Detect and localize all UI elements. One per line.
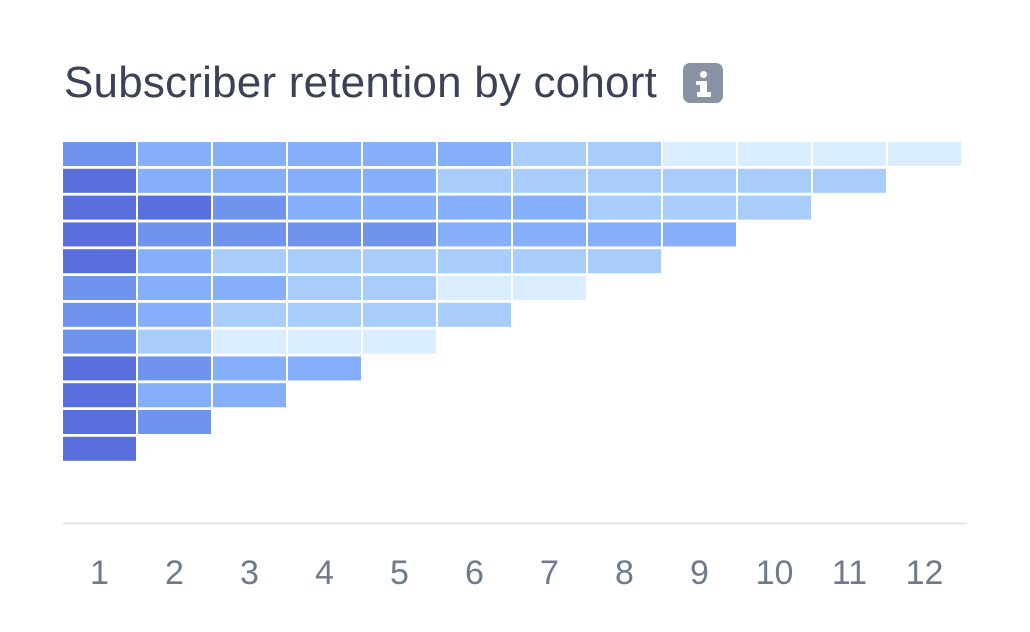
heatmap-cell-r2-c10 [738,168,811,193]
x-tick-label: 9 [690,554,709,592]
heatmap-cell-r2-c7 [513,168,586,193]
heatmap-cell-r3-c6 [438,195,511,220]
heatmap-cell-r3-c9 [663,195,736,220]
x-tick-label: 7 [540,554,559,592]
heatmap-cell-r12-c1 [63,436,136,461]
heatmap-cell-r4-c7 [513,222,586,247]
heatmap-cell-r2-c8 [588,168,661,193]
heatmap-cell-r3-c3 [213,195,286,220]
heatmap-cell-r1-c9 [663,142,736,166]
heatmap-cell-r5-c7 [513,249,586,274]
heatmap-cell-r6-c5 [363,276,436,300]
heatmap-cell-r4-c8 [588,222,661,247]
heatmap-cell-r2-c9 [663,168,736,193]
heatmap-cell-r11-c1 [63,410,136,434]
heatmap-cell-r5-c8 [588,249,661,274]
x-tick-label: 2 [165,554,184,592]
heatmap-cell-r1-c10 [738,142,811,166]
heatmap-cell-r3-c4 [288,195,361,220]
heatmap-cell-r1-c5 [363,142,436,166]
heatmap-cell-r4-c4 [288,222,361,247]
heatmap-cell-r5-c5 [363,249,436,274]
heatmap-cell-r1-c1 [63,142,136,166]
heatmap-cell-r8-c5 [363,329,436,354]
heatmap-cell-r8-c2 [138,329,211,354]
info-icon-stem [699,81,707,97]
info-icon[interactable] [682,63,723,103]
x-tick-label: 4 [315,554,334,592]
heatmap-cell-r9-c1 [63,356,136,381]
heatmap-cell-r6-c2 [138,276,211,300]
heatmap-cell-r4-c2 [138,222,211,247]
x-tick-label: 10 [756,554,794,592]
heatmap-cell-r2-c4 [288,168,361,193]
chart-title: Subscriber retention by cohort [64,58,657,107]
heatmap-cell-r5-c1 [63,249,136,274]
heatmap-cell-r4-c3 [213,222,286,247]
heatmap-cell-r3-c10 [738,195,811,220]
x-tick-label: 11 [832,554,867,592]
heatmap-cell-r2-c6 [438,168,511,193]
heatmap-cell-r7-c5 [363,302,436,327]
heatmap-cell-r1-c3 [213,142,286,166]
heatmap-cell-r3-c2 [138,195,211,220]
heatmap-cell-r1-c11 [813,142,886,166]
heatmap-cell-r7-c3 [213,302,286,327]
info-icon-dot [699,71,707,78]
x-tick-label: 3 [240,554,259,592]
heatmap-cell-r2-c1 [63,168,136,193]
heatmap-cell-r1-c12 [888,142,961,166]
heatmap-cell-r5-c4 [288,249,361,274]
x-tick-label: 12 [906,554,944,592]
heatmap-cell-r2-c11 [813,168,886,193]
heatmap-cell-r8-c4 [288,329,361,354]
heatmap-cell-r4-c1 [63,222,136,247]
heatmap-cell-r1-c8 [588,142,661,166]
heatmap-cell-r7-c1 [63,302,136,327]
heatmap-cell-r1-c6 [438,142,511,166]
heatmap-cell-r3-c7 [513,195,586,220]
heatmap-cell-r9-c2 [138,356,211,381]
heatmap-cell-r7-c4 [288,302,361,327]
heatmap-cell-r8-c3 [213,329,286,354]
heatmap-cell-r7-c6 [438,302,511,327]
heatmap-cell-r5-c6 [438,249,511,274]
x-tick-label: 8 [615,554,634,592]
heatmap-cell-r3-c1 [63,195,136,220]
heatmap-cell-r6-c3 [213,276,286,300]
x-tick-label: 5 [390,554,409,592]
heatmap-cell-r10-c2 [138,383,211,408]
heatmap-cell-r8-c1 [63,329,136,354]
heatmap-cell-r2-c5 [363,168,436,193]
heatmap-cell-r5-c2 [138,249,211,274]
heatmap-cell-r7-c2 [138,302,211,327]
heatmap-cell-r11-c2 [138,410,211,434]
heatmap-cell-r4-c9 [663,222,736,247]
heatmap-cell-r9-c4 [288,356,361,381]
x-tick-label: 1 [90,554,109,592]
heatmap-cell-r3-c8 [588,195,661,220]
heatmap-cell-r9-c3 [213,356,286,381]
chart-header: Subscriber retention by cohort [64,58,723,108]
heatmap-cell-r1-c4 [288,142,361,166]
heatmap-cell-r1-c2 [138,142,211,166]
heatmap-cell-r6-c7 [513,276,586,300]
heatmap-cell-r4-c5 [363,222,436,247]
heatmap-cell-r10-c1 [63,383,136,408]
heatmap-cell-r2-c3 [213,168,286,193]
heatmap-cell-r2-c2 [138,168,211,193]
heatmap-cell-r6-c6 [438,276,511,300]
heatmap-cell-r1-c7 [513,142,586,166]
heatmap-cell-r6-c1 [63,276,136,300]
heatmap-cell-r4-c6 [438,222,511,247]
heatmap-cell-r6-c4 [288,276,361,300]
heatmap-cell-r10-c3 [213,383,286,408]
info-icon-foot [696,92,711,97]
heatmap-cell-r3-c5 [363,195,436,220]
x-tick-label: 6 [465,554,484,592]
heatmap-cell-r5-c3 [213,249,286,274]
